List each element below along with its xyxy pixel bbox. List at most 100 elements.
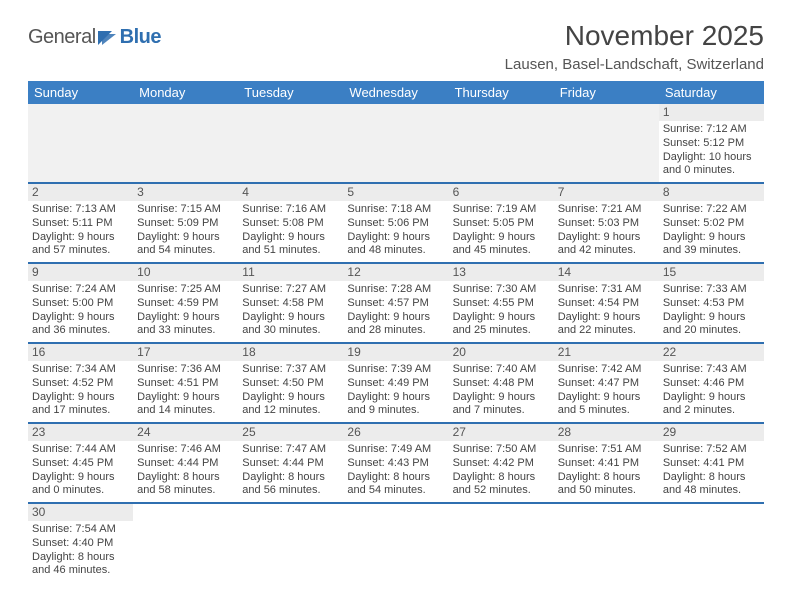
daylight-text: and 51 minutes. (242, 244, 339, 258)
day-number: 4 (238, 184, 343, 201)
sunrise-text: Sunrise: 7:24 AM (32, 283, 129, 297)
daylight-text: Daylight: 9 hours (242, 231, 339, 245)
day-number: 15 (659, 264, 764, 281)
day-cell: 12Sunrise: 7:28 AMSunset: 4:57 PMDayligh… (343, 263, 448, 343)
day-number: 1 (659, 104, 764, 121)
day-number: 9 (28, 264, 133, 281)
col-tuesday: Tuesday (238, 81, 343, 104)
day-cell: 1Sunrise: 7:12 AMSunset: 5:12 PMDaylight… (659, 104, 764, 183)
weekday-header-row: Sunday Monday Tuesday Wednesday Thursday… (28, 81, 764, 104)
day-cell: 27 Sunrise: 7:50 AMSunset: 4:42 PMDayligh… (449, 423, 554, 503)
day-number: 28 (554, 424, 659, 441)
week-row: 2Sunrise: 7:13 AMSunset: 5:11 PMDaylight… (28, 183, 764, 263)
sunset-text: Sunset: 4:48 PM (453, 377, 550, 391)
day-cell (449, 104, 554, 183)
daylight-text: Daylight: 9 hours (347, 311, 444, 325)
day-number: 20 (449, 344, 554, 361)
title-block: November 2025 Lausen, Basel-Landschaft, … (505, 20, 764, 73)
day-cell (554, 104, 659, 183)
sunset-text: Sunset: 4:46 PM (663, 377, 760, 391)
daylight-text: Daylight: 8 hours (347, 471, 444, 485)
day-cell: 24Sunrise: 7:46 AMSunset: 4:44 PMDayligh… (133, 423, 238, 503)
logo: General Blue (28, 26, 161, 49)
daylight-text: and 45 minutes. (453, 244, 550, 258)
daylight-text: Daylight: 9 hours (663, 311, 760, 325)
sunset-text: Sunset: 4:41 PM (663, 457, 760, 471)
daylight-text: Daylight: 9 hours (242, 311, 339, 325)
day-number: 23 (28, 424, 133, 441)
sunset-text: Sunset: 4:55 PM (453, 297, 550, 311)
col-thursday: Thursday (449, 81, 554, 104)
sunset-text: Sunset: 4:53 PM (663, 297, 760, 311)
sunrise-text: Sunrise: 7:30 AM (453, 283, 550, 297)
daylight-text: and 48 minutes. (347, 244, 444, 258)
sunset-text: Sunset: 4:40 PM (32, 537, 129, 551)
sunset-text: Sunset: 4:44 PM (137, 457, 234, 471)
sunset-text: Sunset: 4:50 PM (242, 377, 339, 391)
daylight-text: Daylight: 10 hours (663, 151, 760, 165)
daylight-text: Daylight: 9 hours (558, 311, 655, 325)
daylight-text: Daylight: 9 hours (663, 231, 760, 245)
day-number: 6 (449, 184, 554, 201)
day-number: 26 (343, 424, 448, 441)
sunset-text: Sunset: 4:41 PM (558, 457, 655, 471)
sunrise-text: Sunrise: 7:21 AM (558, 203, 655, 217)
day-number: 11 (238, 264, 343, 281)
sunrise-text: Sunrise: 7:49 AM (347, 443, 444, 457)
daylight-text: and 28 minutes. (347, 324, 444, 338)
day-cell: 20Sunrise: 7:40 AMSunset: 4:48 PMDayligh… (449, 343, 554, 423)
sunrise-text: Sunrise: 7:15 AM (137, 203, 234, 217)
daylight-text: and 30 minutes. (242, 324, 339, 338)
sunset-text: Sunset: 5:05 PM (453, 217, 550, 231)
day-cell (554, 503, 659, 582)
daylight-text: and 58 minutes. (137, 484, 234, 498)
sunrise-text: Sunrise: 7:16 AM (242, 203, 339, 217)
sunset-text: Sunset: 4:59 PM (137, 297, 234, 311)
sunset-text: Sunset: 5:09 PM (137, 217, 234, 231)
day-cell: 21Sunrise: 7:42 AMSunset: 4:47 PMDayligh… (554, 343, 659, 423)
sunrise-text: Sunrise: 7:12 AM (663, 123, 760, 137)
day-cell: 26Sunrise: 7:49 AMSunset: 4:43 PMDayligh… (343, 423, 448, 503)
sunset-text: Sunset: 5:03 PM (558, 217, 655, 231)
sunset-text: Sunset: 5:02 PM (663, 217, 760, 231)
sunset-text: Sunset: 4:45 PM (32, 457, 129, 471)
daylight-text: and 20 minutes. (663, 324, 760, 338)
daylight-text: and 42 minutes. (558, 244, 655, 258)
location-text: Lausen, Basel-Landschaft, Switzerland (505, 56, 764, 73)
daylight-text: and 2 minutes. (663, 404, 760, 418)
day-number: 27 (449, 424, 554, 441)
daylight-text: Daylight: 8 hours (453, 471, 550, 485)
calendar-body: 1Sunrise: 7:12 AMSunset: 5:12 PMDaylight… (28, 104, 764, 582)
sunset-text: Sunset: 4:42 PM (453, 457, 550, 471)
day-cell: 23Sunrise: 7:44 AMSunset: 4:45 PMDayligh… (28, 423, 133, 503)
daylight-text: Daylight: 8 hours (242, 471, 339, 485)
week-row: 23Sunrise: 7:44 AMSunset: 4:45 PMDayligh… (28, 423, 764, 503)
sunset-text: Sunset: 5:00 PM (32, 297, 129, 311)
day-number: 12 (343, 264, 448, 281)
day-number: 22 (659, 344, 764, 361)
day-cell: 13Sunrise: 7:30 AMSunset: 4:55 PMDayligh… (449, 263, 554, 343)
day-cell: 25Sunrise: 7:47 AMSunset: 4:44 PMDayligh… (238, 423, 343, 503)
day-cell: 2Sunrise: 7:13 AMSunset: 5:11 PMDaylight… (28, 183, 133, 263)
sunrise-text: Sunrise: 7:50 AM (453, 443, 550, 457)
daylight-text: and 5 minutes. (558, 404, 655, 418)
calendar-page: General Blue November 2025 Lausen, Basel… (0, 0, 792, 592)
logo-text-blue: Blue (120, 26, 161, 49)
daylight-text: Daylight: 9 hours (558, 231, 655, 245)
flag-icon (98, 31, 118, 45)
day-number: 29 (659, 424, 764, 441)
sunrise-text: Sunrise: 7:40 AM (453, 363, 550, 377)
day-number: 19 (343, 344, 448, 361)
sunrise-text: Sunrise: 7:34 AM (32, 363, 129, 377)
daylight-text: and 54 minutes. (347, 484, 444, 498)
sunrise-text: Sunrise: 7:19 AM (453, 203, 550, 217)
day-cell (343, 503, 448, 582)
day-cell: 7Sunrise: 7:21 AMSunset: 5:03 PMDaylight… (554, 183, 659, 263)
day-cell: 3Sunrise: 7:15 AMSunset: 5:09 PMDaylight… (133, 183, 238, 263)
daylight-text: Daylight: 9 hours (453, 231, 550, 245)
day-number: 3 (133, 184, 238, 201)
daylight-text: and 17 minutes. (32, 404, 129, 418)
sunrise-text: Sunrise: 7:27 AM (242, 283, 339, 297)
day-cell: 18Sunrise: 7:37 AMSunset: 4:50 PMDayligh… (238, 343, 343, 423)
sunset-text: Sunset: 4:54 PM (558, 297, 655, 311)
